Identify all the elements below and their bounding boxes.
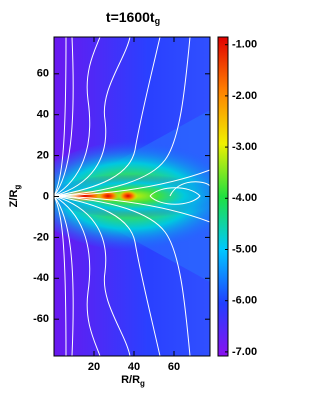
chart: t=1600tg R/Rg Z/Rg 20 40 60-6	[8, 9, 257, 388]
colorbar-tick-label: -7.00	[232, 346, 257, 358]
y-tick-label: 20	[37, 150, 49, 162]
colorbar-tick-label: -2.00	[232, 90, 257, 102]
y-tick-label: 60	[37, 68, 49, 80]
y-label-text: Z/R	[8, 190, 20, 208]
y-tick-label: -20	[33, 231, 49, 243]
colorbar	[217, 36, 229, 357]
x-axis-label: R/Rg	[121, 374, 145, 388]
heatmap	[54, 37, 210, 356]
chart-title: t=1600tg	[106, 9, 160, 27]
x-label-text: R/R	[121, 374, 140, 386]
contours	[54, 37, 210, 356]
x-tick-label: 20	[88, 361, 100, 373]
x-label-subscript: g	[140, 379, 145, 388]
y-axis-label: Z/Rg	[8, 185, 22, 208]
colorbar-tick-label: -1.00	[232, 39, 257, 51]
colorbar-tick-label: -4.00	[232, 192, 257, 204]
y-tick-label: -60	[33, 313, 49, 325]
y-tick-label: 40	[37, 109, 49, 121]
x-tick-label: 40	[128, 361, 140, 373]
y-tick-label: 0	[43, 190, 49, 202]
title-subscript: g	[155, 16, 161, 26]
x-tick-label: 60	[168, 361, 180, 373]
title-text: t=1600t	[106, 9, 155, 25]
colorbar-tick-label: -5.00	[232, 243, 257, 255]
colorbar-tick-label: -6.00	[232, 295, 257, 307]
y-tick-label: -40	[33, 272, 49, 284]
y-label-subscript: g	[13, 185, 22, 190]
colorbar-tick-label: -3.00	[232, 141, 257, 153]
